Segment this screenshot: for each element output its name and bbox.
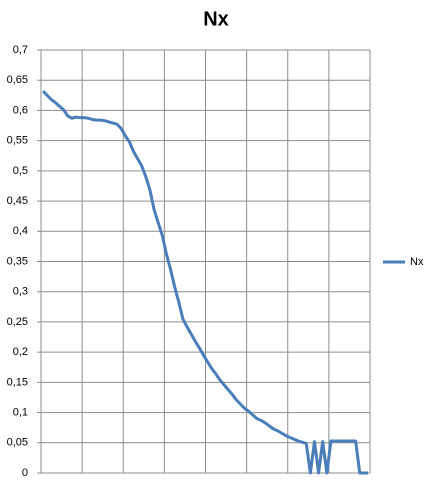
y-tick-label: 0,5 bbox=[13, 165, 28, 177]
y-tick-label: 0,6 bbox=[13, 104, 28, 116]
y-tick-label: 0 bbox=[22, 467, 28, 479]
y-tick-label: 0,4 bbox=[13, 225, 28, 237]
y-tick-label: 0,1 bbox=[13, 406, 28, 418]
legend-label: Nx bbox=[410, 256, 424, 268]
y-tick-label: 0,15 bbox=[7, 376, 28, 388]
y-tick-label: 0,7 bbox=[13, 44, 28, 56]
chart-title: Nx bbox=[203, 8, 229, 30]
y-tick-label: 0,65 bbox=[7, 74, 28, 86]
y-tick-label: 0,05 bbox=[7, 437, 28, 449]
y-tick-label: 0,25 bbox=[7, 316, 28, 328]
data-line bbox=[41, 90, 368, 475]
y-tick-label: 0,3 bbox=[13, 286, 28, 298]
y-tick-label: 0,35 bbox=[7, 255, 28, 267]
y-tick-label: 0,2 bbox=[13, 346, 28, 358]
y-tick-label: 0,55 bbox=[7, 135, 28, 147]
y-tick-label: 0,45 bbox=[7, 195, 28, 207]
